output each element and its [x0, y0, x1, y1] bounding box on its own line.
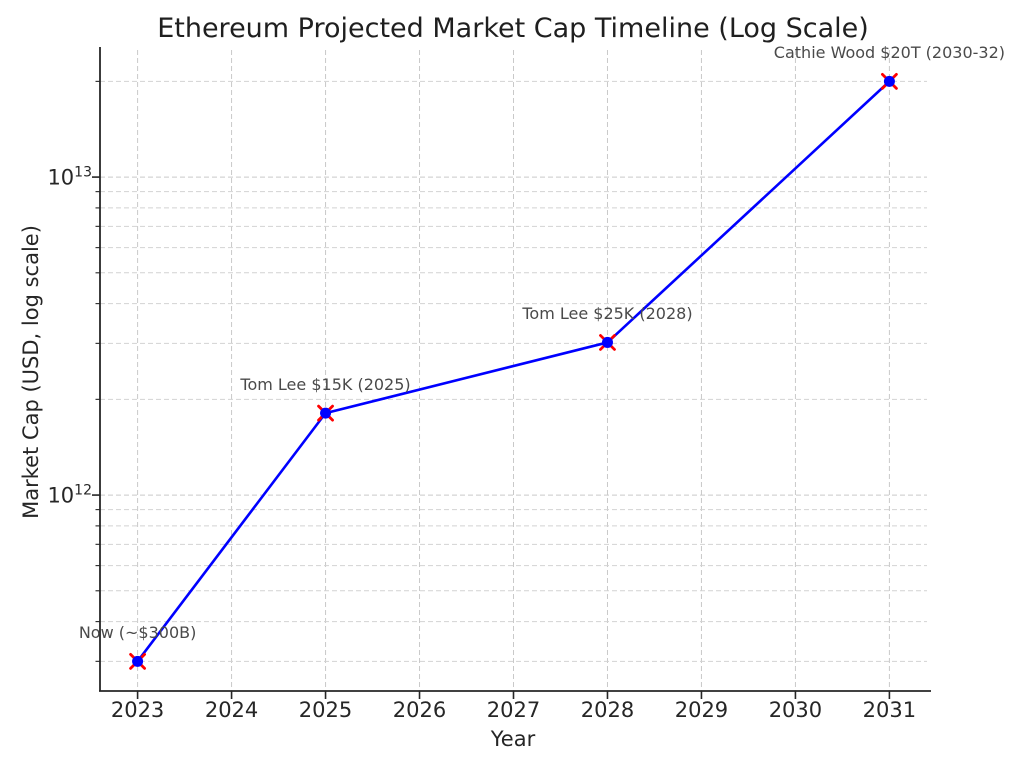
- y-tick-exponent: 13: [74, 164, 92, 181]
- data-point-annotation: Tom Lee $15K (2025): [240, 375, 411, 395]
- data-line: [136, 80, 891, 663]
- x-tick-label: 2027: [486, 698, 541, 722]
- y-tick-label: 1013: [47, 165, 92, 190]
- data-point-annotation: Tom Lee $25K (2028): [522, 304, 693, 324]
- x-tick-label: 2030: [768, 698, 823, 722]
- x-tick-label: 2023: [110, 698, 165, 722]
- x-tick-label: 2025: [298, 698, 353, 722]
- data-point-marker: [883, 75, 895, 87]
- x-axis-label: Year: [490, 727, 536, 751]
- x-tick-label: 2029: [674, 698, 729, 722]
- x-tick-label: 2031: [862, 698, 917, 722]
- chart-title: Ethereum Projected Market Cap Timeline (…: [157, 13, 869, 44]
- data-point-marker: [601, 336, 613, 348]
- data-point-annotation: Cathie Wood $20T (2030-32): [773, 43, 1006, 63]
- x-tick-label: 2028: [580, 698, 635, 722]
- data-point-marker: [132, 655, 144, 667]
- data-point-annotation: Now (~$300B): [78, 623, 197, 643]
- data-point-marker: [320, 407, 332, 419]
- x-tick-label: 2024: [204, 698, 259, 722]
- y-tick-base: 10: [47, 483, 75, 508]
- x-tick-label: 2026: [392, 698, 447, 722]
- y-axis-label: Market Cap (USD, log scale): [19, 225, 43, 519]
- y-tick-exponent: 12: [74, 482, 92, 499]
- y-tick-base: 10: [47, 165, 75, 190]
- y-tick-label: 1012: [47, 483, 92, 508]
